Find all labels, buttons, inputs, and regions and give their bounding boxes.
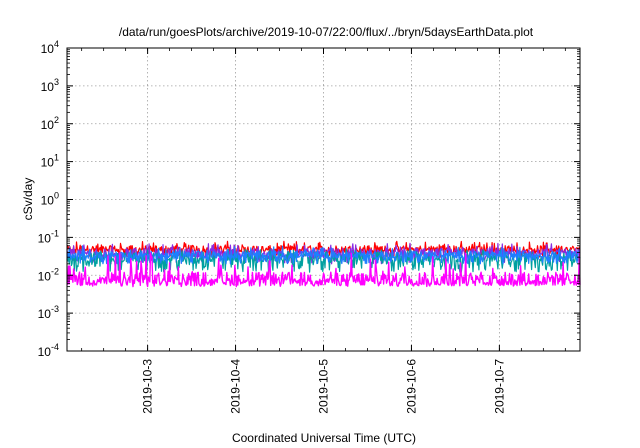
- x-tick-label: 2019-10-3: [141, 359, 155, 414]
- x-axis: 2019-10-3 2019-10-4 2019-10-5 2019-10-6 2019…: [81, 48, 566, 414]
- y-tick-label: 10-1: [38, 228, 59, 245]
- y-axis-label: cSv/day: [21, 178, 35, 221]
- x-tick-label: 2019-10-4: [229, 359, 243, 414]
- y-tick-label: 102: [41, 115, 59, 132]
- y-tick-label: 101: [41, 153, 59, 170]
- grid: [67, 48, 580, 351]
- x-axis-label: Coordinated Universal Time (UTC): [232, 431, 416, 445]
- y-tick-label: 100: [41, 191, 59, 208]
- series-group: [66, 240, 581, 288]
- series-line: [66, 252, 581, 288]
- y-tick-label: 10-3: [38, 304, 59, 321]
- y-tick-label: 103: [41, 77, 59, 94]
- y-tick-label: 10-4: [38, 342, 59, 359]
- y-axis: 10-4 10-3 10-2 10-1 100 101 102 103 104: [38, 39, 580, 359]
- chart-title: /data/run/goesPlots/archive/2019-10-07/2…: [119, 25, 534, 39]
- y-tick-label: 10-2: [38, 266, 59, 283]
- x-tick-label: 2019-10-5: [317, 359, 331, 414]
- x-tick-label: 2019-10-7: [492, 359, 506, 414]
- y-tick-label: 104: [41, 39, 59, 56]
- x-tick-label: 2019-10-6: [404, 359, 418, 414]
